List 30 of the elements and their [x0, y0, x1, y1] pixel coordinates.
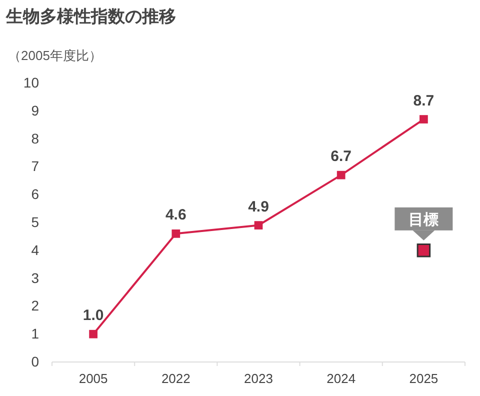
y-tick-label: 6: [31, 186, 40, 202]
point: [172, 229, 180, 238]
x-tick-label: 2024: [326, 371, 356, 386]
point: [336, 170, 346, 180]
y-tick-label: 4: [31, 242, 40, 258]
y-tick-label: 10: [23, 74, 40, 90]
chart-title: 生物多様性指数の推移: [5, 7, 176, 26]
y-tick-label: 8: [31, 130, 40, 146]
point: [254, 221, 263, 230]
data-label: 8.7: [413, 92, 434, 110]
x-tick-label: 2022: [161, 371, 190, 386]
x-tick-label: 2005: [78, 371, 108, 386]
point: [89, 330, 98, 338]
y-tick-label: 1: [31, 326, 40, 342]
y-tick-label: 3: [31, 270, 40, 286]
data-label: 4.9: [248, 198, 269, 216]
point: [420, 115, 428, 124]
data-label: 6.7: [330, 148, 352, 166]
x-tick-label: 2025: [409, 371, 438, 386]
data-label: 1.0: [82, 307, 104, 324]
y-axis-title: （2005年度比）: [8, 48, 102, 63]
y-tick-label: 9: [31, 102, 40, 118]
x-tick-label: 2023: [244, 371, 273, 386]
data-label: 4.6: [165, 206, 186, 224]
y-tick-label: 7: [31, 158, 40, 174]
annotation: 目標: [408, 211, 439, 228]
y-tick-label: 0: [31, 353, 40, 370]
point: [416, 244, 431, 258]
y-tick-label: 2: [31, 298, 40, 314]
y-tick-label: 5: [31, 214, 40, 230]
